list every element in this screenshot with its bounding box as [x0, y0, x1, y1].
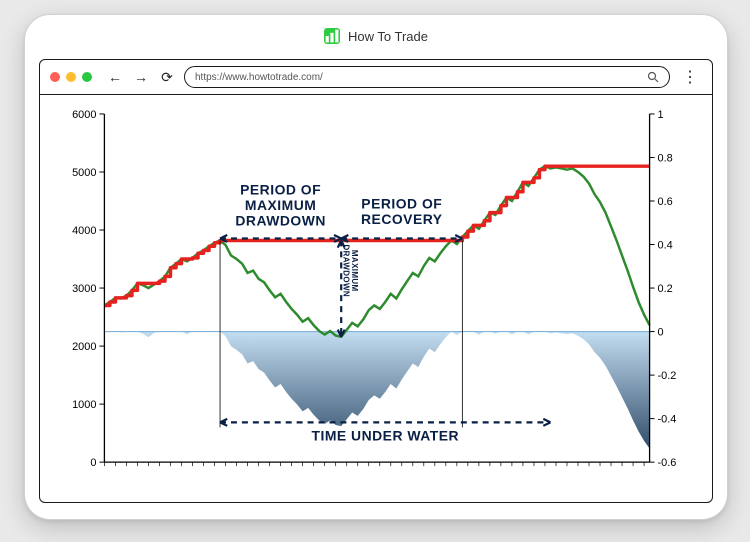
ytick-right: -0.4 [658, 414, 677, 426]
label-time-under-water: TIME UNDER WATER [311, 427, 459, 443]
ytick-right: -0.2 [658, 370, 677, 382]
window-title: How To Trade [324, 28, 428, 44]
highwater-line [104, 166, 649, 305]
chart-svg: 0 1000 2000 3000 4000 5000 6000 -0.6 -0.4 -0.2 0 0.… [52, 104, 700, 492]
tablet-frame: How To Trade ← → ⟳ https://www.howtotrad… [24, 14, 728, 520]
ytick-right: 0.2 [658, 283, 673, 295]
menu-button[interactable]: ⋮ [678, 67, 702, 87]
equity-line [104, 166, 649, 337]
ytick-left: 4000 [72, 225, 96, 237]
traffic-lights [50, 72, 92, 82]
close-dot[interactable] [50, 72, 60, 82]
label-period-maxdd: PERIOD OFMAXIMUMDRAWDOWN [235, 182, 326, 229]
ytick-left: 5000 [72, 167, 96, 179]
ytick-right: 1 [658, 109, 664, 121]
drawdown-chart: 0 1000 2000 3000 4000 5000 6000 -0.6 -0.4 -0.2 0 0.… [52, 104, 700, 492]
ytick-right: 0.6 [658, 196, 673, 208]
address-bar[interactable]: https://www.howtotrade.com/ [184, 66, 670, 88]
ytick-right: 0.8 [658, 152, 673, 164]
ytick-left: 0 [90, 457, 96, 469]
ytick-right: 0.4 [658, 240, 673, 252]
forward-button[interactable]: → [132, 69, 150, 85]
ytick-left: 1000 [72, 399, 96, 411]
min-dot[interactable] [66, 72, 76, 82]
ytick-right: 0 [658, 327, 664, 339]
ytick-left: 3000 [72, 283, 96, 295]
label-period-recovery: PERIOD OFRECOVERY [361, 196, 443, 227]
max-dot[interactable] [82, 72, 92, 82]
search-icon[interactable] [647, 71, 659, 83]
browser-window: How To Trade ← → ⟳ https://www.howtotrad… [39, 59, 713, 503]
ytick-right: -0.6 [658, 457, 677, 469]
app-logo [324, 28, 340, 44]
back-button[interactable]: ← [106, 69, 124, 85]
reload-button[interactable]: ⟳ [158, 69, 176, 86]
url-text: https://www.howtotrade.com/ [195, 72, 323, 83]
browser-toolbar: ← → ⟳ https://www.howtotrade.com/ ⋮ [40, 60, 712, 95]
ytick-left: 6000 [72, 109, 96, 121]
ytick-left: 2000 [72, 341, 96, 353]
window-title-text: How To Trade [348, 29, 428, 44]
label-max-drawdown: MAXIMUMDRAWDOWN [341, 244, 359, 297]
